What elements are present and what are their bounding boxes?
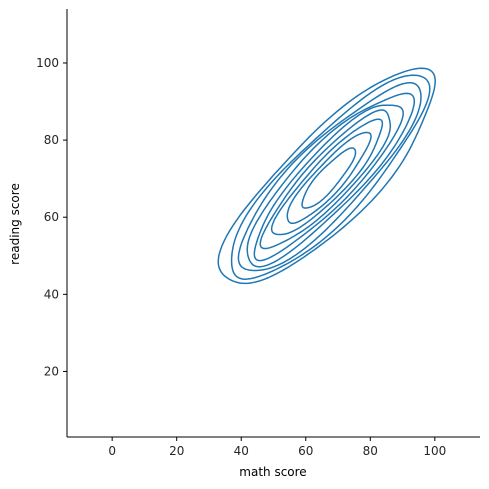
- x-tick-label: 60: [298, 444, 313, 458]
- y-axis-label: reading score: [8, 183, 22, 265]
- y-tick-label: 60: [44, 210, 59, 224]
- y-tick-label: 80: [44, 133, 59, 147]
- contour-lines: [217, 67, 436, 285]
- density-contour-line: [237, 82, 422, 272]
- x-axis-label: math score: [239, 465, 306, 479]
- density-contour-line: [253, 104, 404, 262]
- x-tick-label: 0: [108, 444, 116, 458]
- x-tick-label: 20: [169, 444, 184, 458]
- y-tick-label: 100: [36, 56, 59, 70]
- x-tick-label: 100: [423, 444, 446, 458]
- y-tick-label: 20: [44, 364, 59, 378]
- y-ticks: 20 40 60 80 100: [36, 56, 67, 378]
- y-tick-label: 40: [44, 287, 59, 301]
- density-contour-line: [217, 67, 436, 285]
- x-ticks: 0 20 40 60 80 100: [108, 437, 446, 458]
- x-tick-label: 40: [234, 444, 249, 458]
- density-contour-line: [246, 92, 416, 268]
- density-contour-line: [270, 118, 384, 236]
- density-contour-line: [230, 74, 431, 280]
- density-contour-line: [286, 131, 372, 225]
- density-contour-line: [259, 109, 392, 250]
- x-tick-label: 80: [363, 444, 378, 458]
- density-contour-line: [301, 147, 357, 209]
